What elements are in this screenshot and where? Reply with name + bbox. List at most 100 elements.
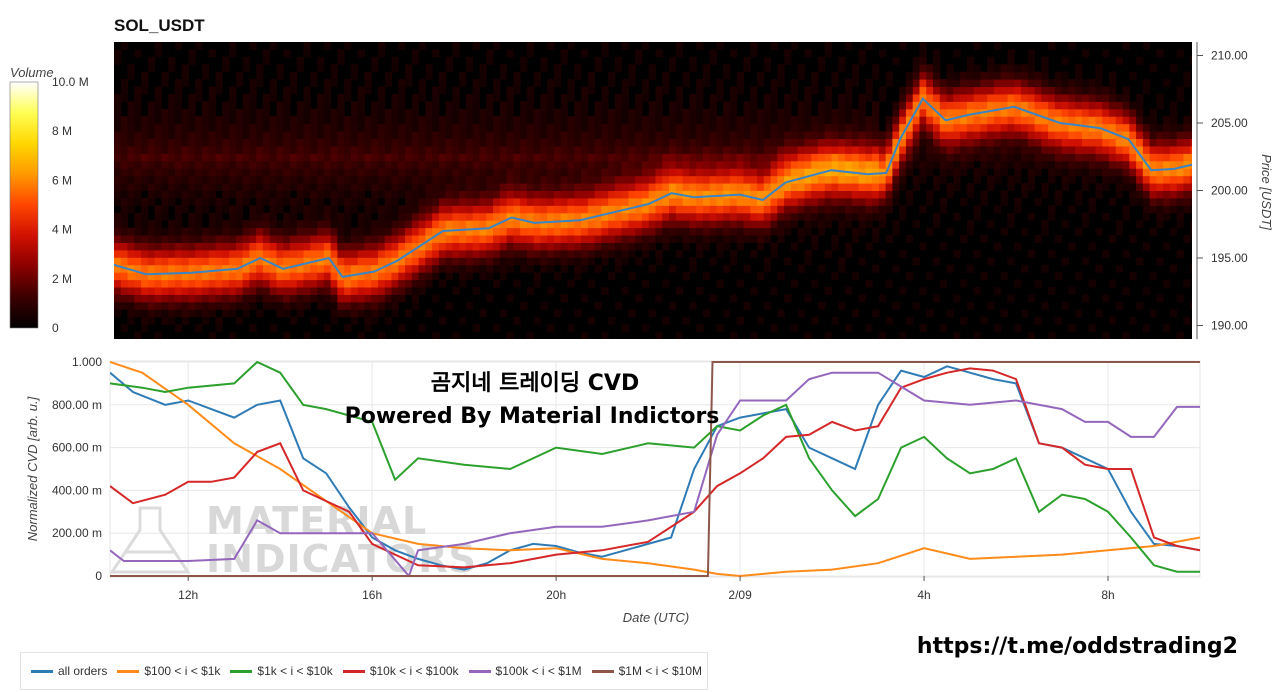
- heatmap-cell: [195, 79, 203, 88]
- heatmap-cell: [594, 138, 602, 147]
- heatmap-cell: [147, 235, 156, 243]
- heatmap-cell: [154, 287, 162, 295]
- heatmap-cell: [411, 123, 420, 132]
- heatmap-cell: [127, 264, 135, 273]
- heatmap-cell: [1190, 220, 1192, 229]
- heatmap-cell: [682, 197, 690, 206]
- heatmap-cell: [1088, 205, 1096, 214]
- heatmap-cell: [899, 168, 907, 177]
- telegram-link[interactable]: https://t.me/oddstrading2: [917, 634, 1238, 659]
- heatmap-cell: [1075, 131, 1083, 140]
- heatmap-cell: [350, 175, 359, 184]
- heatmap-cell: [540, 183, 548, 191]
- legend-item[interactable]: $100k < i < $1M: [468, 664, 582, 678]
- heatmap-cell: [574, 131, 582, 140]
- heatmap-cell: [736, 279, 744, 288]
- heatmap-cell: [526, 131, 535, 140]
- heatmap-cell: [330, 227, 338, 236]
- heatmap-cell: [174, 160, 183, 169]
- heatmap-cell: [344, 257, 352, 266]
- heatmap-cell: [249, 227, 257, 236]
- heatmap-cell: [276, 279, 284, 288]
- heatmap-cell: [493, 183, 501, 191]
- heatmap-cell: [120, 257, 129, 266]
- heatmap-cell: [824, 123, 832, 132]
- heatmap-cell: [669, 160, 677, 169]
- heatmap-cell: [960, 123, 968, 132]
- heatmap-cell: [1136, 93, 1144, 102]
- heatmap-cell: [851, 190, 860, 199]
- heatmap-cell: [350, 138, 359, 147]
- heatmap-cell: [696, 175, 704, 184]
- heatmap-cell: [445, 138, 453, 147]
- heatmap-cell: [1075, 190, 1083, 199]
- legend-item[interactable]: $10k < i < $100k: [342, 664, 459, 678]
- heatmap-cell: [1156, 183, 1164, 191]
- heatmap-cell: [804, 183, 812, 191]
- heatmap-cell: [120, 79, 129, 88]
- heatmap-cell: [540, 197, 548, 206]
- heatmap-cell: [858, 56, 866, 65]
- heatmap-cell: [269, 86, 277, 95]
- heatmap-cell: [452, 183, 460, 191]
- heatmap-cell: [472, 131, 481, 140]
- heatmap-cell: [201, 197, 210, 206]
- heatmap-cell: [499, 183, 508, 191]
- heatmap-cell: [966, 79, 975, 88]
- heatmap-cell: [1081, 175, 1090, 184]
- heatmap-cell: [208, 301, 217, 310]
- heatmap-cell: [858, 138, 866, 147]
- heatmap-cell: [675, 138, 684, 147]
- heatmap-cell: [851, 183, 860, 191]
- legend-item[interactable]: $1k < i < $10k: [230, 664, 333, 678]
- heatmap-cell: [174, 279, 183, 288]
- legend-item[interactable]: all orders: [31, 664, 107, 678]
- heatmap-cell: [303, 86, 311, 95]
- heatmap-cell: [472, 101, 481, 110]
- heatmap-cell: [1081, 49, 1090, 58]
- heatmap-cell: [1169, 101, 1178, 110]
- heatmap-cell: [520, 168, 528, 177]
- heatmap-cell: [1136, 220, 1144, 229]
- heatmap-cell: [763, 145, 772, 154]
- heatmap-cell: [520, 64, 528, 73]
- heatmap-cell: [249, 116, 257, 125]
- heatmap-cell: [601, 49, 609, 58]
- heatmap-cell: [540, 56, 548, 65]
- heatmap-cell: [635, 197, 643, 206]
- heatmap-cell: [161, 242, 169, 251]
- heatmap-cell: [1163, 79, 1171, 88]
- heatmap-cell: [553, 227, 562, 236]
- heatmap-cell: [845, 190, 853, 199]
- heatmap-cell: [215, 227, 223, 236]
- heatmap-cell: [587, 249, 596, 258]
- heatmap-cell: [520, 116, 528, 125]
- heatmap-cell: [804, 131, 812, 140]
- heatmap-cell: [127, 183, 135, 191]
- price-tick-label: 190.00: [1211, 319, 1248, 333]
- legend-item[interactable]: $100 < i < $1k: [117, 664, 220, 678]
- heatmap-cell: [892, 160, 900, 169]
- heatmap-cell: [729, 183, 738, 191]
- heatmap-cell: [249, 301, 257, 310]
- heatmap-cell: [127, 301, 135, 310]
- heatmap-cell: [743, 212, 751, 221]
- heatmap-cell: [1075, 86, 1083, 95]
- heatmap-cell: [926, 227, 934, 236]
- heatmap-cell: [723, 153, 731, 162]
- heatmap-cell: [729, 294, 738, 303]
- heatmap-cell: [1041, 64, 1049, 73]
- heatmap-cell: [905, 197, 914, 206]
- heatmap-cell: [465, 212, 474, 221]
- legend-item[interactable]: $1M < i < $10M: [591, 664, 702, 678]
- heatmap-cell: [269, 42, 277, 50]
- heatmap-cell: [547, 160, 555, 169]
- cvd-y-tick-label: 800.00 m: [52, 398, 102, 412]
- heatmap-cell: [195, 272, 203, 281]
- heatmap-cell: [344, 42, 352, 50]
- heatmap-cell: [750, 49, 758, 58]
- heatmap-cell: [330, 108, 338, 117]
- heatmap-cell: [621, 116, 629, 125]
- heatmap-cell: [635, 49, 643, 58]
